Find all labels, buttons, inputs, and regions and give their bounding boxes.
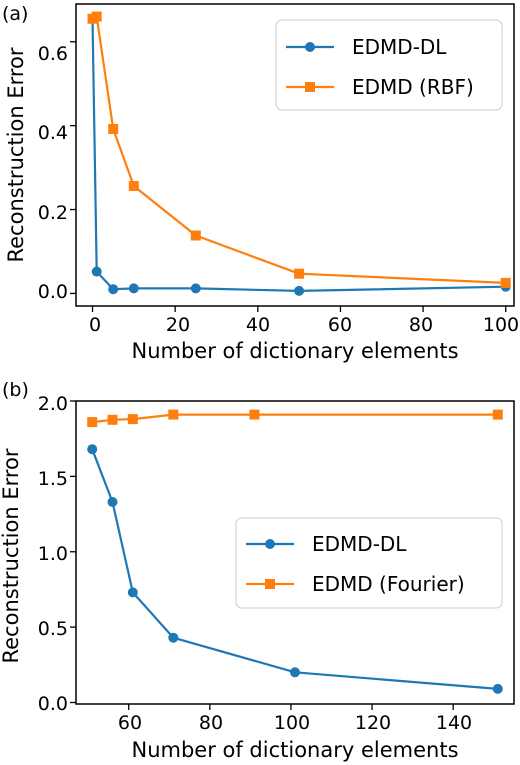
panel-b-data-point-edmd-dl <box>87 444 98 455</box>
panel-a-legend-label-edmd-dl: EDMD-DL <box>352 35 447 59</box>
panel-a-x-tick-label: 0 <box>89 314 101 336</box>
panel-a-data-point-edmd-rbf <box>500 277 511 288</box>
panel-a-data-point-edmd-dl <box>128 283 139 294</box>
panel-b-legend-marker-edmd-dl <box>265 539 275 549</box>
panel-a-axes-frame <box>75 3 515 307</box>
panel-b-x-axis-title: Number of dictionary elements <box>131 738 458 762</box>
panel-a-y-tick-label: 0.2 <box>38 202 68 224</box>
panel-b-legend: EDMD-DL EDMD (Fourier) <box>235 517 503 609</box>
panel-a-data-point-edmd-rbf <box>91 11 102 22</box>
panel-b-series-line-edmd-fourier <box>92 413 498 424</box>
panel-b-y-tick-label: 0.5 <box>38 618 68 640</box>
panel-a-y-tick-labels: 0.0 0.2 0.4 0.6 <box>38 43 68 303</box>
panel-a-x-tick-labels: 0 20 40 60 80 100 <box>89 314 519 336</box>
panel-b-y-tick-label: 1.5 <box>38 468 68 490</box>
panel-a-x-tick-label: 80 <box>409 314 433 336</box>
panel-b-data-point-edmd-fourier <box>87 417 98 428</box>
panel-b-y-tick-label: 1.0 <box>38 543 68 565</box>
panel-a-legend-label-edmd-rbf: EDMD (RBF) <box>352 75 474 99</box>
panel-b-data-point-edmd-dl <box>127 587 138 598</box>
panel-a-data-point-edmd-dl <box>91 266 102 277</box>
panel-a-data-point-edmd-dl <box>190 283 201 294</box>
panel-b-y-tick-label: 2.0 <box>38 393 68 415</box>
panel-a-data-point-edmd-rbf <box>108 124 119 134</box>
panel-a-x-tick-label: 100 <box>483 314 519 336</box>
panel-a-x-tick-label: 40 <box>246 314 270 336</box>
panel-b-data-point-edmd-fourier <box>492 409 503 420</box>
panel-a-y-tick-label: 0.6 <box>38 43 68 65</box>
panel-a-data-point-edmd-rbf <box>190 230 201 241</box>
panel-b-x-tick-label: 60 <box>118 712 142 734</box>
panel-a-x-tick-label: 60 <box>328 314 352 336</box>
panel-a-data-point-edmd-rbf <box>294 268 305 279</box>
panel-b-data-point-edmd-fourier <box>249 409 260 420</box>
panel-a-legend: EDMD-DL EDMD (RBF) <box>275 19 503 111</box>
panel-b-data-point-edmd-dl <box>290 667 300 678</box>
panel-b-x-tick-label: 140 <box>436 712 472 734</box>
panel-a-plot-area <box>70 11 511 312</box>
panel-b-data-point-edmd-fourier <box>107 414 118 425</box>
panel-b-x-tick-label: 80 <box>199 712 223 734</box>
panel-a-data-point-edmd-dl <box>108 284 119 295</box>
panel-a-y-axis-title: Reconstruction Error <box>4 47 28 262</box>
panel-b-label: (b) <box>2 379 29 401</box>
panel-a-data-point-edmd-rbf <box>128 181 139 191</box>
panel-b-legend-label-edmd-fourier: EDMD (Fourier) <box>312 572 465 596</box>
panel-a-legend-marker-edmd-dl <box>305 42 315 52</box>
panel-b-x-tick-label: 100 <box>274 712 310 734</box>
panel-b-y-axis-title: Reconstruction Error <box>0 448 23 663</box>
panel-b-data-point-edmd-fourier <box>168 409 179 420</box>
panel-b-data-point-edmd-dl <box>168 632 179 643</box>
panel-b-data-point-edmd-dl <box>492 683 503 694</box>
panel-b-legend-box <box>235 517 503 609</box>
panel-a-x-tick-label: 20 <box>166 314 190 336</box>
panel-b-series-line-edmd-dl <box>91 448 498 690</box>
panel-b-x-tick-label: 120 <box>355 712 391 734</box>
panel-b-y-tick-label: 0.0 <box>38 693 68 715</box>
panel-a-legend-marker-edmd-rbf <box>305 82 315 92</box>
panel-b-axes-frame <box>75 400 515 705</box>
panel-b-y-tick-labels: 0.0 0.5 1.0 1.5 2.0 <box>38 393 68 715</box>
panel-b-data-point-edmd-fourier <box>127 414 138 425</box>
panel-a-label: (a) <box>2 3 28 25</box>
panel-a-x-axis-title: Number of dictionary elements <box>131 339 458 363</box>
panel-a-y-tick-label: 0.4 <box>38 122 68 144</box>
panel-b-plot-area <box>70 400 503 710</box>
panel-a-data-point-edmd-dl <box>294 285 305 296</box>
panel-a-y-tick-label: 0.0 <box>38 281 68 303</box>
panel-b-data-point-edmd-dl <box>107 497 118 507</box>
panel-b: (b) 60 80 100 120 140 0.0 0.5 1.0 1.5 2.… <box>0 379 515 762</box>
panel-a: (a) 0 20 40 60 80 100 0.0 0.2 0.4 0.6 Nu… <box>2 3 519 363</box>
panel-b-legend-marker-edmd-fourier <box>265 579 275 589</box>
panel-b-legend-label-edmd-dl: EDMD-DL <box>312 532 407 556</box>
panel-b-x-tick-labels: 60 80 100 120 140 <box>118 712 472 734</box>
